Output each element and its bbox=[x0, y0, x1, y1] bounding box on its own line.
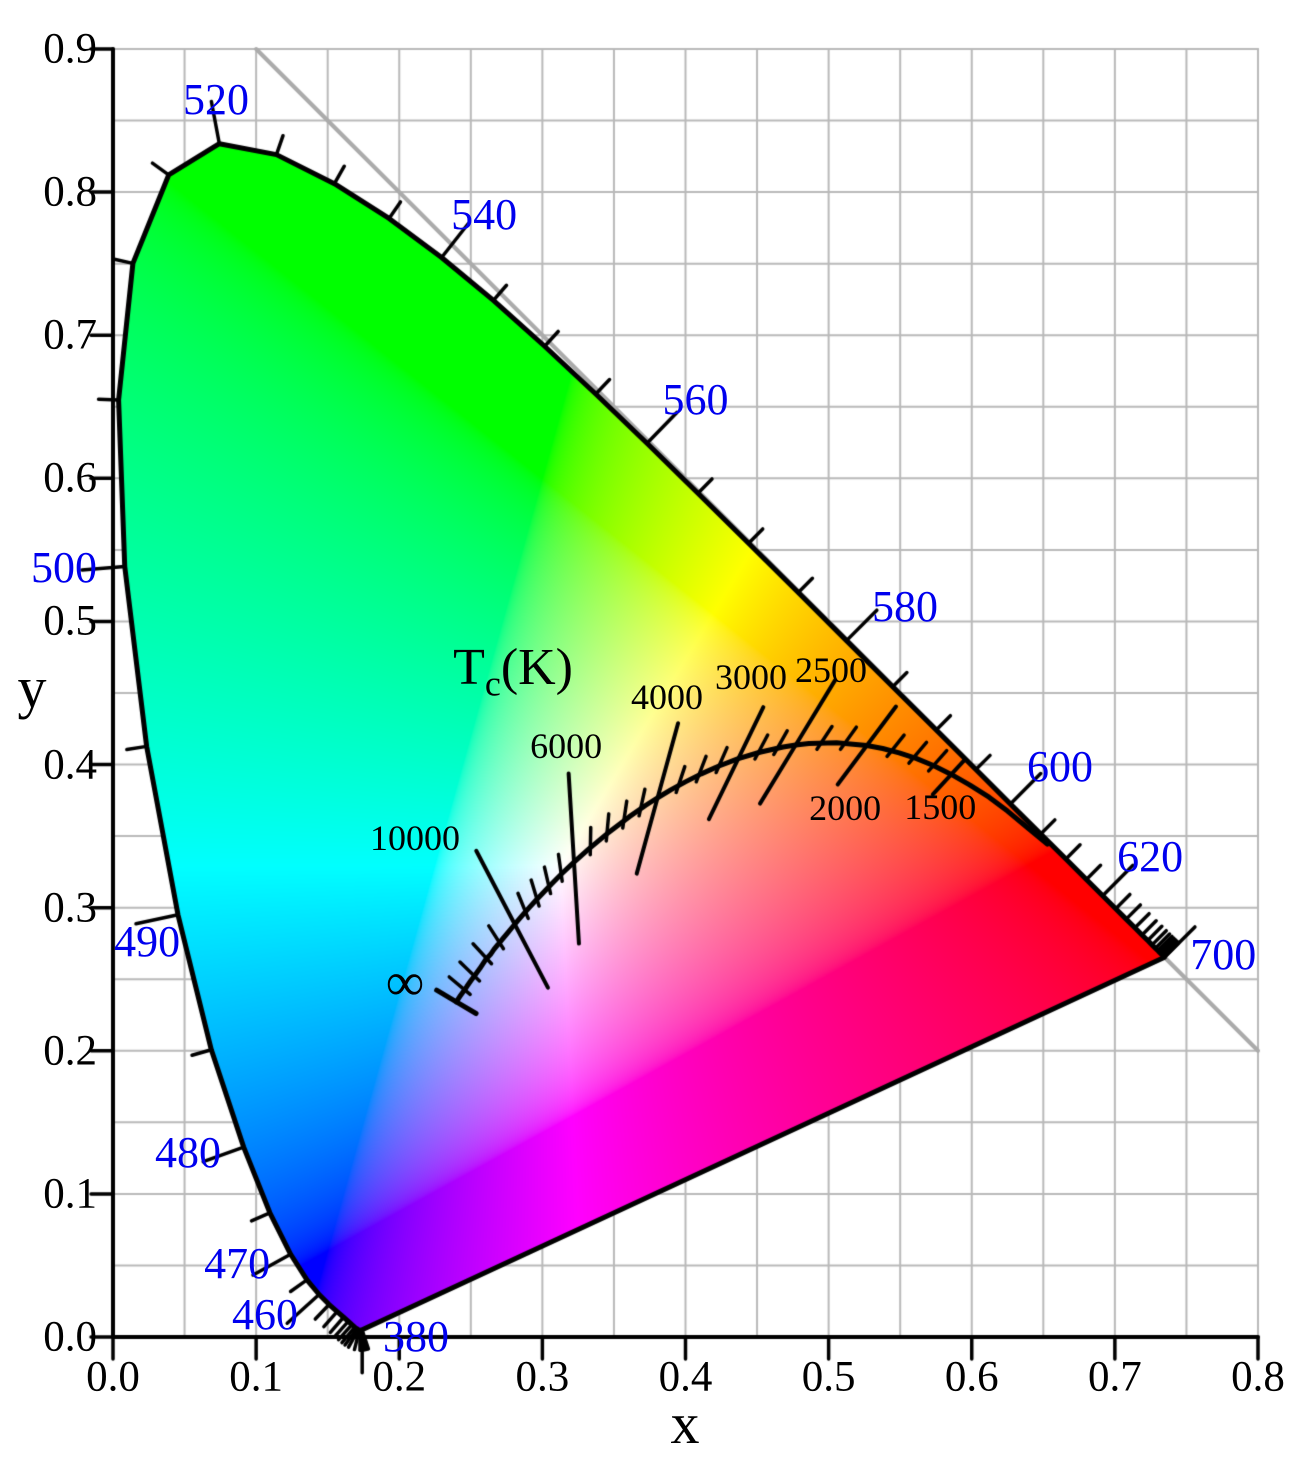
x-axis-title: x bbox=[670, 1391, 700, 1456]
tc-unit: (K) bbox=[500, 638, 573, 696]
y-axis-title: y bbox=[17, 655, 47, 720]
color-temperature-title: Tc(K) bbox=[453, 638, 573, 701]
tc-symbol: T bbox=[453, 638, 485, 696]
infinity-label: ∞ bbox=[385, 952, 425, 1013]
tc-subscript: c bbox=[484, 663, 501, 704]
